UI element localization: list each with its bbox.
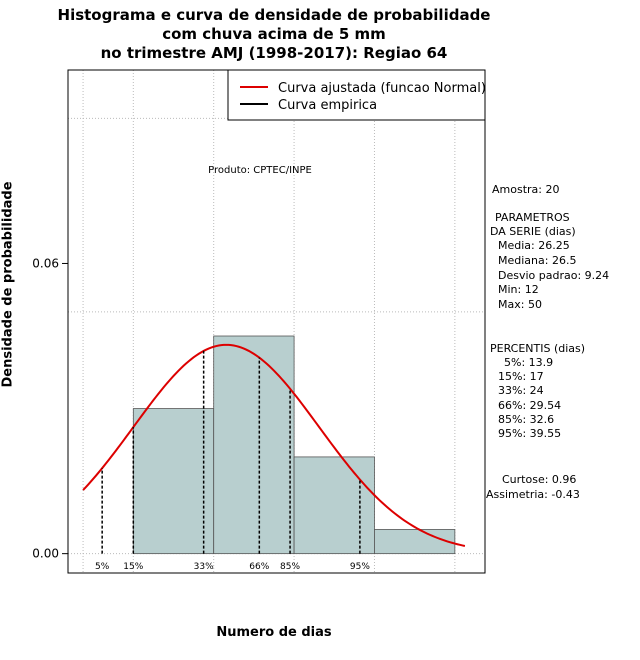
percentile-label-33%: 33%	[194, 562, 214, 572]
legend-box	[227, 69, 486, 121]
percentile-label-95%: 95%	[350, 562, 370, 572]
stat-p15: 15%: 17	[498, 370, 544, 383]
chart-title-line-1: Histograma e curva de densidade de proba…	[57, 6, 491, 24]
percentile-label-66%: 66%	[249, 562, 269, 572]
stat-assimetria: Assimetria: -0.43	[486, 488, 580, 501]
stat-p85: 85%: 32.6	[498, 413, 555, 426]
legend-label-0: Curva ajustada (funcao Normal)	[278, 81, 486, 96]
y-tick-label-0: 0.00	[32, 547, 59, 561]
stat-min: Min: 12	[498, 283, 539, 296]
histogram-bar-3	[374, 529, 456, 555]
normal-fit-curve	[82, 343, 466, 547]
histogram-bar-0	[132, 408, 215, 555]
chart-title-line-2: com chuva acima de 5 mm	[162, 25, 386, 43]
product-annotation: Produto: CPTEC/INPE	[208, 165, 312, 176]
histogram-bar-2	[293, 456, 375, 555]
stat-p66: 66%: 29.54	[498, 399, 562, 412]
stat-mediana: Mediana: 26.5	[498, 254, 577, 267]
legend-label-1: Curva empirica	[278, 98, 377, 113]
stat-amostra: Amostra: 20	[492, 183, 560, 196]
percentile-label-85%: 85%	[280, 562, 300, 572]
chart-title-line-3: no trimestre AMJ (1998-2017): Regiao 64	[100, 44, 448, 62]
stat-parametros-title: PARAMETROS	[495, 211, 570, 224]
stat-p5: 5%: 13.9	[504, 356, 554, 369]
stat-p33: 33%: 24	[498, 384, 544, 397]
histogram-bar-1	[213, 335, 295, 555]
stat-da-serie: DA SERIE (dias)	[490, 225, 576, 238]
stat-media: Media: 26.25	[498, 239, 570, 252]
stat-percentis-title: PERCENTIS (dias)	[490, 342, 586, 355]
percentile-label-15%: 15%	[123, 562, 143, 572]
percentile-label-5%: 5%	[95, 562, 110, 572]
y-axis-label: Densidade de probabilidade	[0, 181, 16, 388]
x-axis-label: Numero de dias	[216, 625, 332, 640]
y-tick-label-1: 0.06	[32, 256, 59, 270]
stat-curtose: Curtose: 0.96	[502, 473, 577, 486]
stat-desvio: Desvio padrao: 9.24	[498, 269, 610, 282]
stat-p95: 95%: 39.55	[498, 427, 562, 440]
stat-max: Max: 50	[498, 298, 542, 311]
